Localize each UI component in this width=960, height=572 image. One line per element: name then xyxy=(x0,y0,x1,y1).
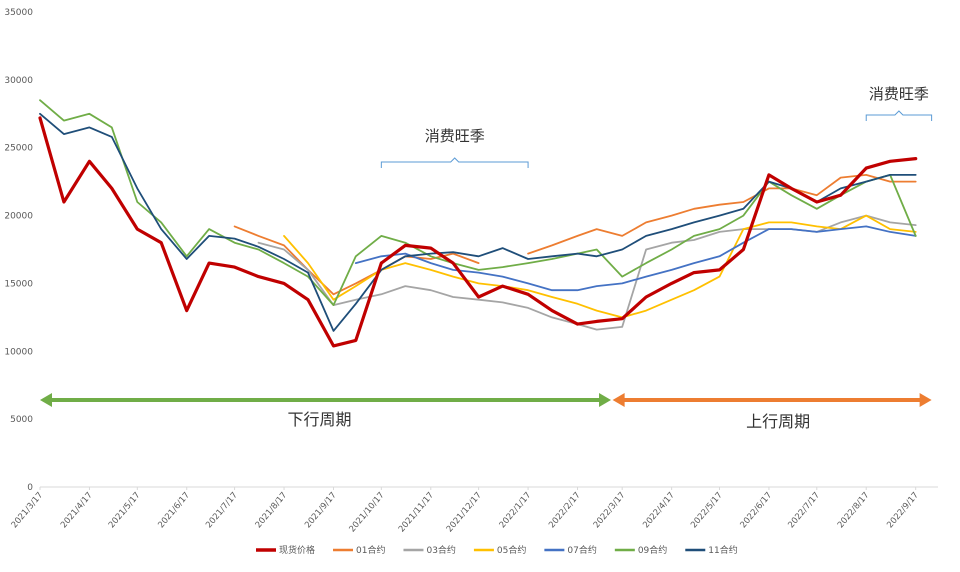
legend-label-6: 11合约 xyxy=(708,544,737,556)
y-tick-label: 35000 xyxy=(4,8,33,18)
legend-label-4: 07合约 xyxy=(567,544,596,556)
x-tick-label: 2022/6/17 xyxy=(739,491,775,531)
down-phase-label: 下行周期 xyxy=(288,410,352,429)
x-tick-label: 2021/7/17 xyxy=(204,491,240,531)
x-tick-label: 2021/5/17 xyxy=(107,491,143,531)
series-line-0 xyxy=(38,116,918,348)
x-tick-label: 2022/5/17 xyxy=(689,491,725,531)
series-line-3 xyxy=(283,214,917,319)
up-phase-arrow-head-left xyxy=(612,393,625,407)
x-tick-label: 2021/10/17 xyxy=(347,491,386,535)
y-tick-label: 30000 xyxy=(4,76,33,86)
series-line-4 xyxy=(354,225,917,292)
legend: 现货价格 01合约 03合约 05合约 07合约 09合约 11合约 xyxy=(256,544,738,556)
x-tick-label: 2021/11/17 xyxy=(397,491,436,535)
down-phase-arrow-head-right xyxy=(599,393,612,407)
x-tick-label: 2022/8/17 xyxy=(836,491,872,531)
x-tick-label: 2021/3/17 xyxy=(10,491,46,531)
x-tick-label: 2022/3/17 xyxy=(592,491,628,531)
legend-label-2: 03合约 xyxy=(426,544,455,556)
series-line-6 xyxy=(39,112,917,332)
x-tick-label: 2021/9/17 xyxy=(303,491,339,531)
legend-label-3: 05合约 xyxy=(497,544,526,556)
y-tick-label: 0 xyxy=(27,483,33,493)
x-tick-label: 2022/7/17 xyxy=(786,491,822,531)
x-tick-label: 2021/8/17 xyxy=(254,491,290,531)
x-tick-label: 2022/2/17 xyxy=(547,491,583,531)
up-phase-arrow-head-right xyxy=(919,393,932,407)
y-tick-label: 15000 xyxy=(4,279,33,289)
series-group xyxy=(38,99,918,348)
y-tick-label: 10000 xyxy=(4,347,33,357)
series-line-1 xyxy=(233,174,917,296)
x-tick-label: 2021/6/17 xyxy=(156,491,192,531)
peak-bracket-1 xyxy=(380,157,529,168)
down-phase-arrow-head-left xyxy=(40,393,52,407)
peak-label-2: 消费旺季 xyxy=(869,85,929,103)
x-axis: 2021/3/17 2021/4/17 2021/5/17 2021/6/17 2021… xyxy=(10,486,938,535)
x-tick-label: 2022/4/17 xyxy=(641,491,677,531)
legend-label-0: 现货价格 xyxy=(279,544,315,556)
y-tick-label: 20000 xyxy=(4,212,33,222)
y-axis: 0 5000 10000 15000 20000 25000 30000 35000 xyxy=(4,8,33,493)
y-tick-label: 5000 xyxy=(10,415,33,425)
y-tick-label: 25000 xyxy=(4,144,33,154)
peak-bracket-2 xyxy=(865,110,933,121)
peak-label-1: 消费旺季 xyxy=(425,127,485,145)
legend-label-1: 01合约 xyxy=(356,544,385,556)
up-phase-label: 上行周期 xyxy=(746,412,810,431)
x-tick-label: 2022/9/17 xyxy=(885,491,921,531)
x-tick-label: 2021/4/17 xyxy=(59,491,95,531)
legend-label-5: 09合约 xyxy=(638,544,667,556)
x-tick-label: 2021/12/17 xyxy=(445,491,484,535)
x-tick-label: 2022/1/17 xyxy=(498,491,534,531)
